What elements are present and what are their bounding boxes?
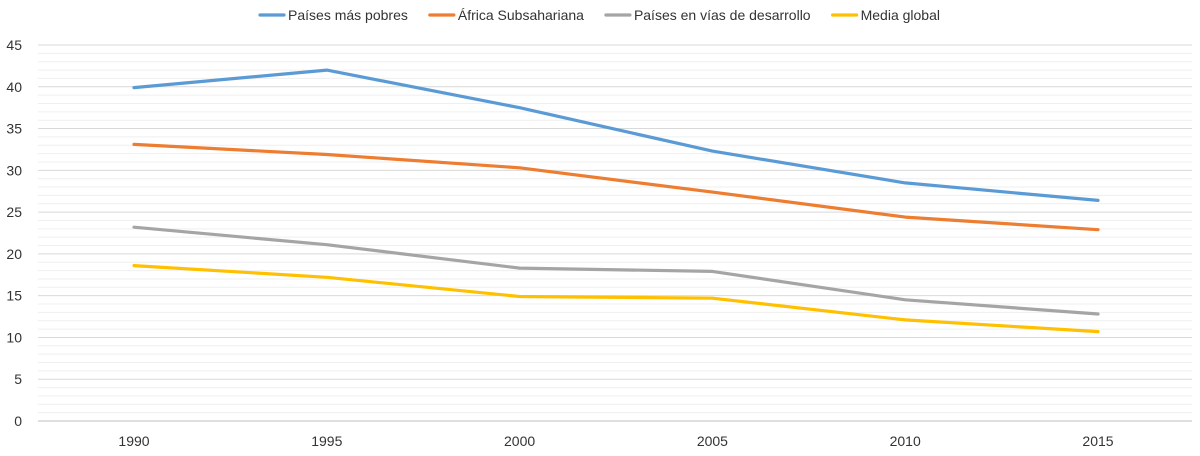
- x-tick-label: 2005: [697, 433, 728, 449]
- y-tick-label: 35: [6, 121, 22, 137]
- x-tick-label: 1995: [311, 433, 342, 449]
- y-tick-label: 10: [6, 329, 22, 345]
- y-tick-label: 0: [14, 413, 22, 429]
- y-tick-label: 5: [14, 371, 22, 387]
- series-line-3: [132, 225, 1100, 316]
- legend-item: África Subsahariana: [428, 7, 584, 23]
- x-tick-label: 2015: [1082, 433, 1113, 449]
- legend-label: Media global: [861, 7, 940, 23]
- y-tick-label: 45: [6, 37, 22, 53]
- series-lines: [132, 68, 1100, 334]
- axes: 0 5 10 15 20 25 30 35 40 45 1990 1995 2000 2005 2010 20…: [6, 37, 1192, 449]
- legend: Países más pobres África Subsahariana País…: [258, 7, 940, 23]
- legend-label: Países más pobres: [288, 7, 408, 23]
- series-line-2: [132, 142, 1100, 232]
- y-tick-label: 25: [6, 204, 22, 220]
- legend-label: África Subsahariana: [458, 7, 584, 23]
- x-tick-label: 2010: [890, 433, 921, 449]
- series-line-4: [132, 264, 1100, 334]
- x-tick-label: 1990: [118, 433, 149, 449]
- series-line-1: [132, 68, 1100, 202]
- legend-item: Países en vías de desarrollo: [604, 7, 811, 23]
- x-tick-label: 2000: [504, 433, 535, 449]
- legend-label: Países en vías de desarrollo: [634, 7, 811, 23]
- y-tick-label: 30: [6, 162, 22, 178]
- legend-item: Países más pobres: [258, 7, 408, 23]
- y-tick-label: 40: [6, 79, 22, 95]
- y-tick-label: 20: [6, 246, 22, 262]
- y-tick-label: 15: [6, 288, 22, 304]
- gridlines: [38, 44, 1192, 414]
- legend-item: Media global: [830, 7, 940, 23]
